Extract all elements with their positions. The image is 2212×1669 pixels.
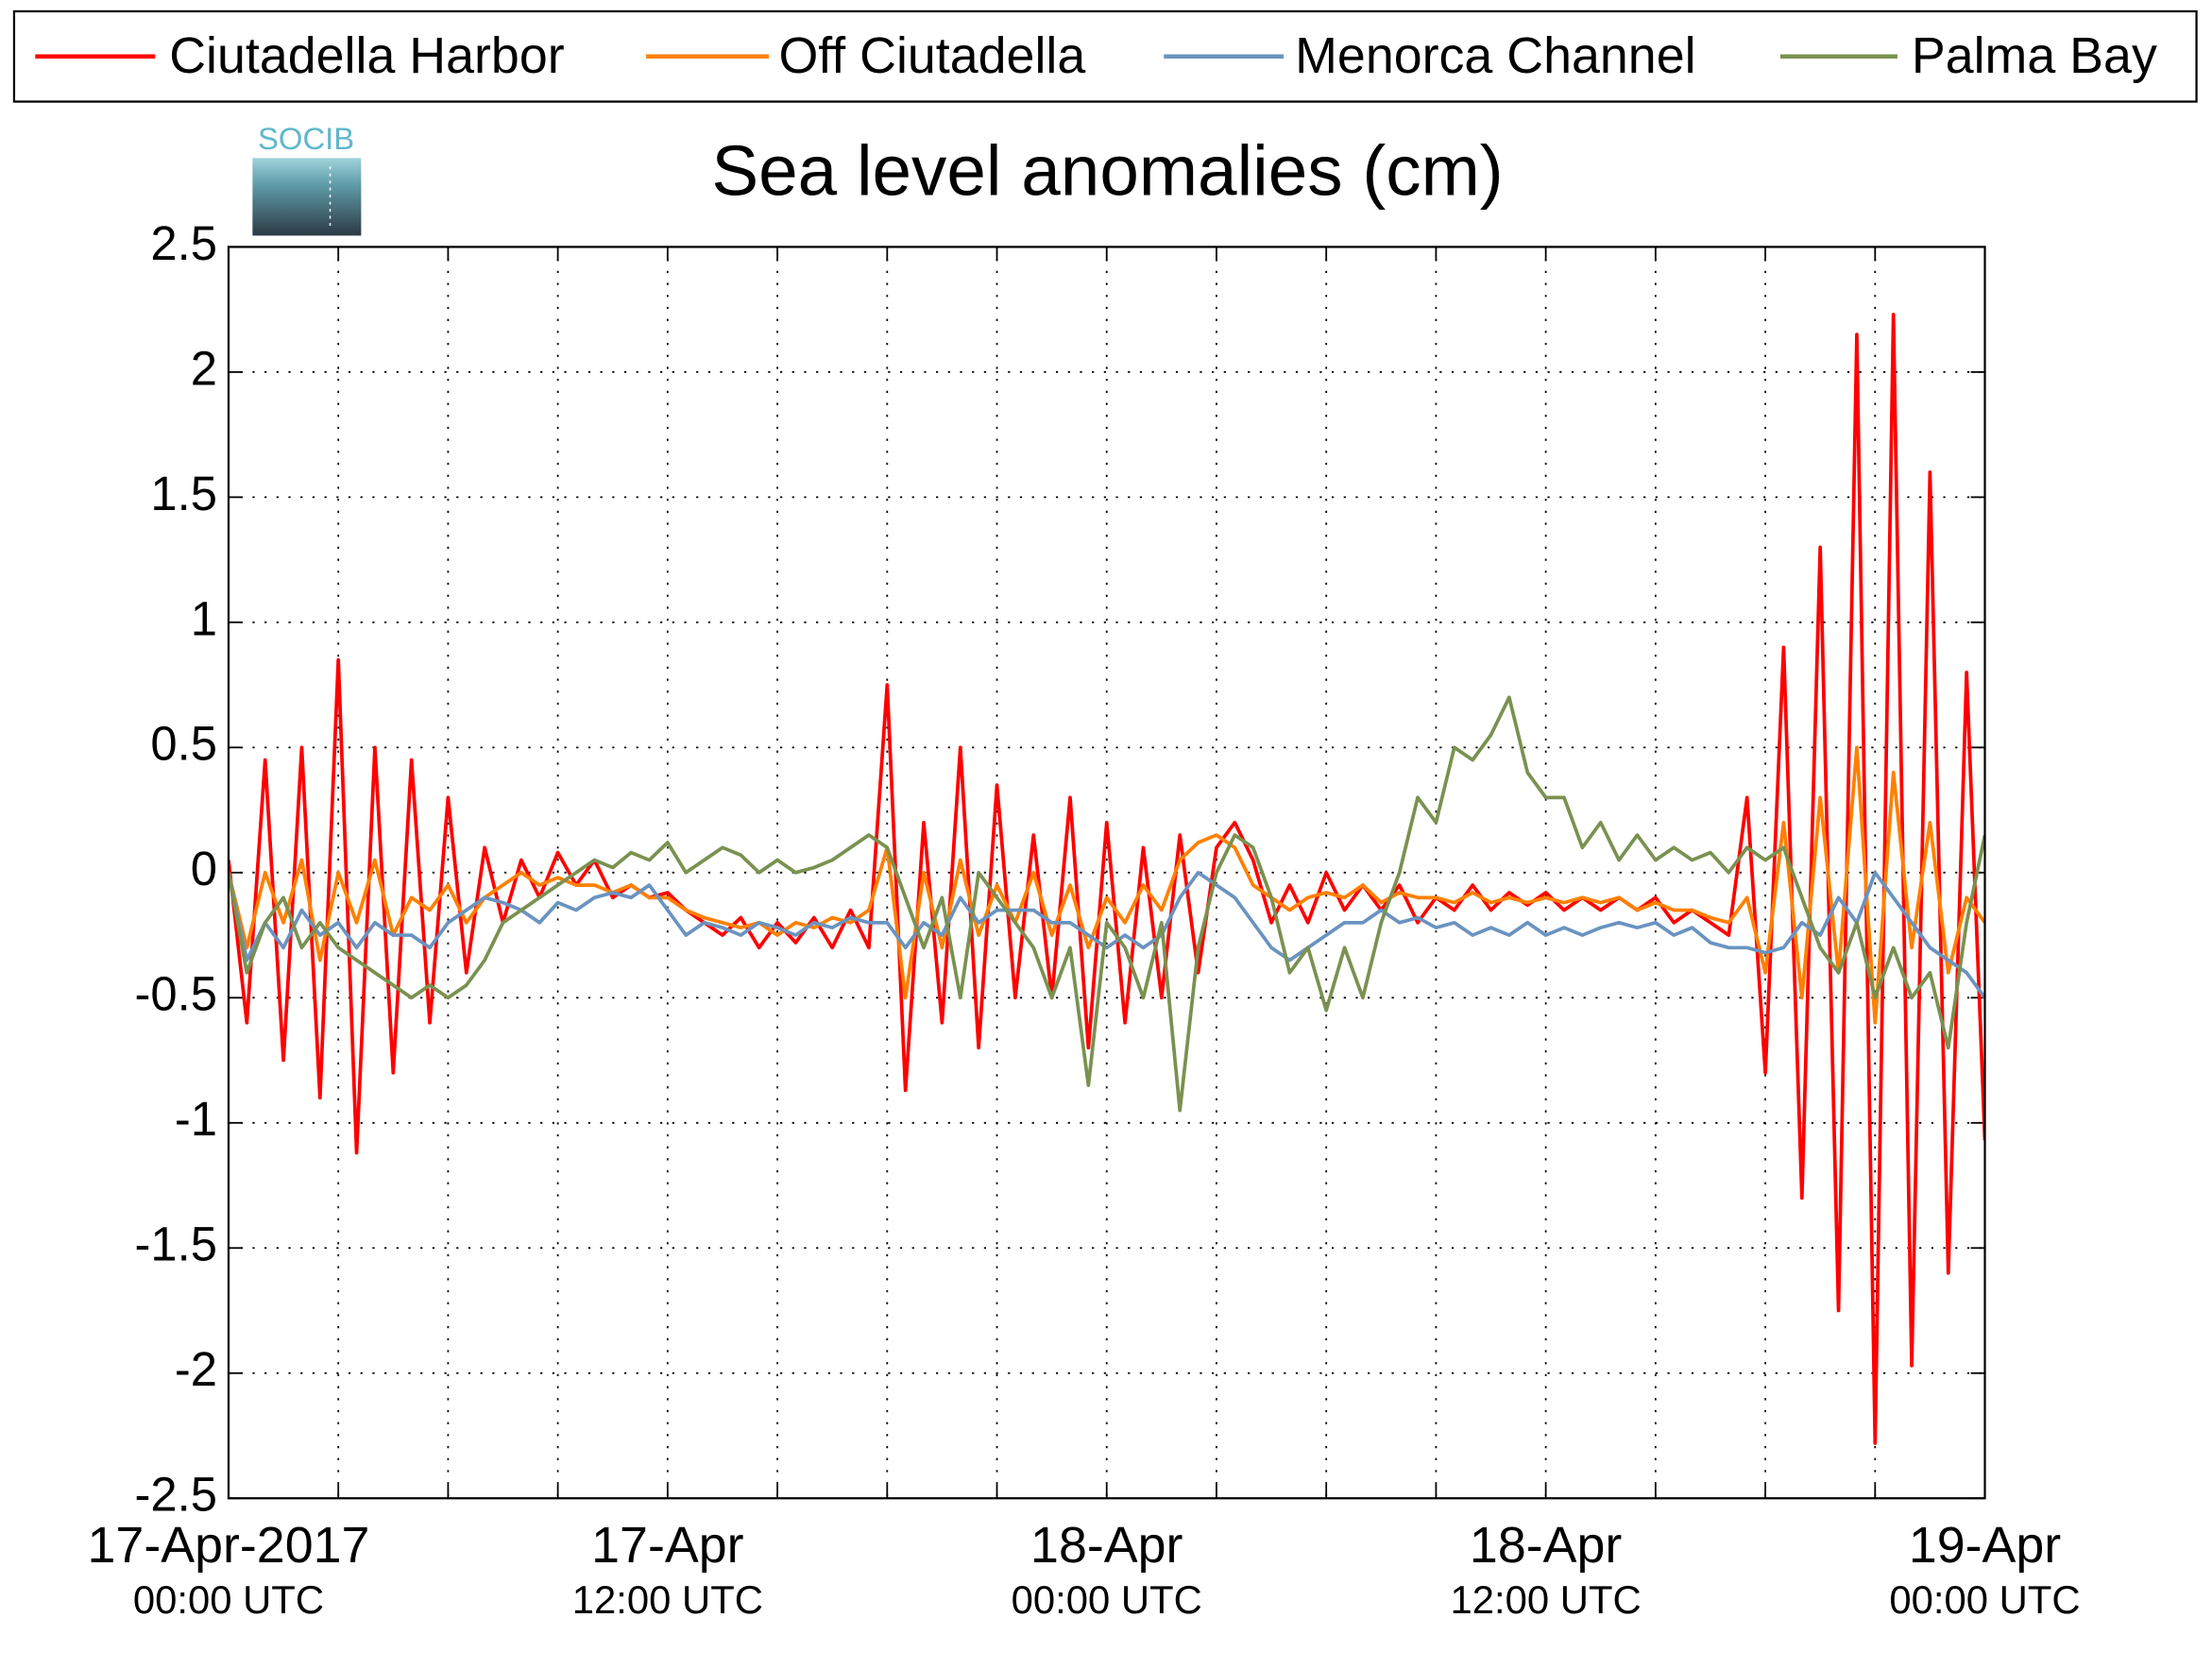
y-tick-label: 1 [191, 591, 217, 645]
chart-title: Sea level anomalies (cm) [711, 130, 1503, 210]
y-tick-label: -1 [175, 1092, 217, 1146]
y-tick-label: -1.5 [135, 1218, 217, 1271]
legend-label: Palma Bay [1912, 27, 2157, 84]
x-tick-label: 19-Apr [1909, 1517, 2061, 1574]
x-tick-sublabel: 00:00 UTC [1012, 1577, 1202, 1622]
logo [252, 158, 362, 236]
x-tick-label: 18-Apr [1470, 1517, 1622, 1574]
series-group [228, 313, 1985, 1445]
x-tick-sublabel: 12:00 UTC [572, 1577, 763, 1622]
series-line [228, 695, 1985, 1113]
x-tick-sublabel: 00:00 UTC [1889, 1577, 2080, 1622]
y-tick-label: -0.5 [135, 967, 217, 1021]
legend-label: Menorca Channel [1295, 27, 1695, 84]
plot-frame [227, 246, 1986, 1500]
logo-text: SOCIB [258, 121, 354, 156]
y-tick-label: -2 [175, 1342, 217, 1396]
legend-label: Ciutadella Harbor [169, 27, 564, 84]
x-tick-label: 17-Apr-2017 [88, 1517, 370, 1574]
y-tick-label: 0.5 [150, 717, 217, 771]
x-tick-sublabel: 12:00 UTC [1451, 1577, 1642, 1622]
y-tick-label: 1.5 [150, 467, 217, 520]
y-tick-label: 2 [191, 341, 217, 395]
x-tick-label: 17-Apr [591, 1517, 743, 1574]
y-tick-label: 2.5 [150, 216, 217, 270]
x-tick-label: 18-Apr [1030, 1517, 1183, 1574]
series-line [228, 745, 1985, 1025]
x-tick-sublabel: 00:00 UTC [133, 1577, 324, 1622]
y-tick-label: 0 [191, 842, 217, 895]
legend-label: Off Ciutadella [778, 27, 1085, 84]
y-tick-label: -2.5 [135, 1468, 217, 1522]
